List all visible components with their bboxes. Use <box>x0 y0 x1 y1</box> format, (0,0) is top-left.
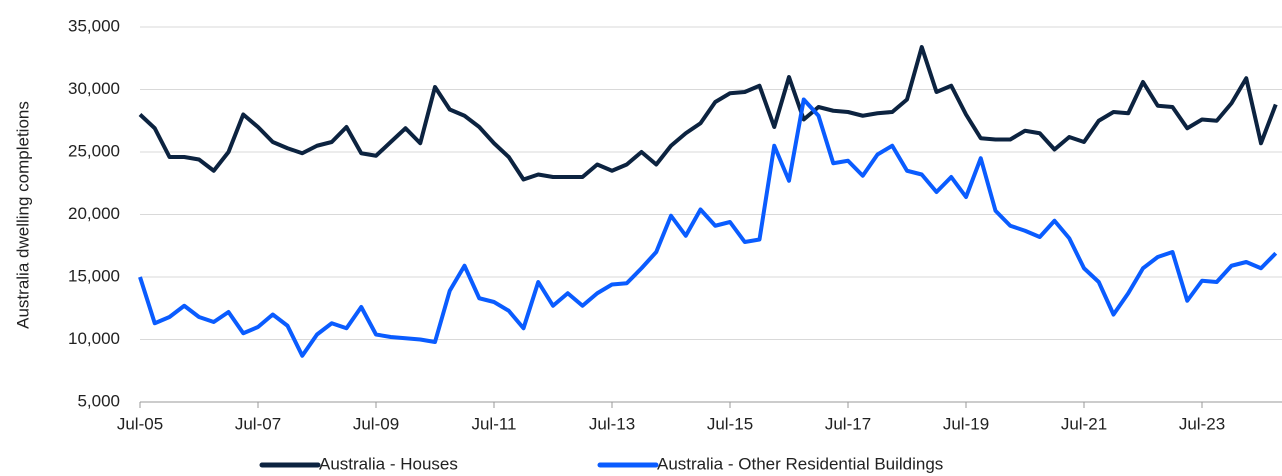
series-line <box>138 97 1278 358</box>
x-tick-label: Jul-17 <box>825 414 871 433</box>
x-tick-label: Jul-09 <box>353 414 399 433</box>
y-tick-label: 10,000 <box>68 329 120 348</box>
series-line <box>138 45 1278 182</box>
legend-label: Australia - Other Residential Buildings <box>657 454 943 473</box>
x-tick-label: Jul-05 <box>117 414 163 433</box>
x-tick-label: Jul-23 <box>1179 414 1225 433</box>
x-tick-label: Jul-07 <box>235 414 281 433</box>
x-tick-label: Jul-13 <box>589 414 635 433</box>
legend-label: Australia - Houses <box>319 454 458 473</box>
x-tick-label: Jul-21 <box>1061 414 1107 433</box>
x-tick-label: Jul-11 <box>471 414 516 433</box>
y-tick-label: 30,000 <box>68 79 120 98</box>
x-tick-label: Jul-15 <box>707 414 753 433</box>
x-tick-label: Jul-19 <box>943 414 989 433</box>
y-tick-label: 15,000 <box>68 266 120 285</box>
y-tick-label: 5,000 <box>77 391 120 410</box>
y-tick-label: 20,000 <box>68 204 120 223</box>
y-tick-label: 35,000 <box>68 16 120 35</box>
y-axis-title: Australia dwelling completions <box>13 101 32 329</box>
y-tick-label: 25,000 <box>68 141 120 160</box>
